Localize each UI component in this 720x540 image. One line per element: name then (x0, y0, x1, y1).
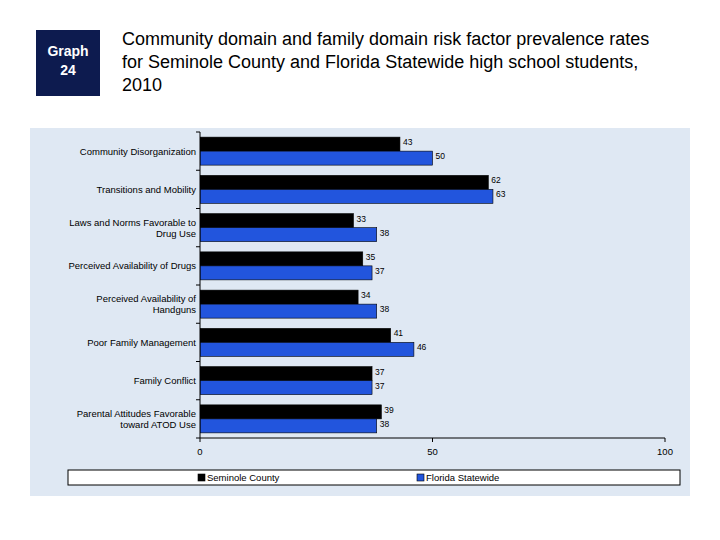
data-label: 63 (496, 189, 506, 199)
title: Community domain and family domain risk … (122, 29, 649, 95)
category-tick (196, 132, 200, 133)
data-label: 41 (394, 328, 404, 338)
data-label: 38 (380, 228, 390, 238)
category-label: Perceived Availability of Drugs (68, 260, 196, 271)
category-label: Laws and Norms Favorable toDrug Use (69, 217, 196, 239)
chart: Graph24 Community domain and family domai… (0, 0, 720, 540)
data-label: 35 (366, 252, 376, 262)
category-tick (196, 361, 200, 362)
category-label: Transitions and Mobility (97, 184, 197, 195)
x-tick (432, 438, 433, 442)
bar (200, 419, 377, 433)
bar (200, 228, 377, 242)
bar (200, 252, 363, 266)
x-tick-label: 0 (197, 446, 202, 457)
panel (30, 128, 690, 496)
category-label: Family Conflict (134, 375, 197, 386)
labels: 43 50 Community Disorganization 62 63 Transit… (68, 137, 505, 430)
bar (200, 367, 372, 381)
data-label: 33 (356, 214, 366, 224)
bar (200, 175, 488, 189)
x-tick-label: 50 (427, 446, 438, 457)
data-label: 39 (384, 405, 394, 415)
bar (200, 405, 381, 419)
bars (200, 137, 493, 433)
data-label: 37 (375, 381, 385, 391)
legend-label: Seminole County (207, 472, 280, 483)
data-label: 43 (403, 137, 413, 147)
bar (200, 342, 414, 356)
category-tick (196, 323, 200, 324)
category-tick (196, 246, 200, 247)
data-label: 34 (361, 290, 371, 300)
graph-number: Graph24 (47, 43, 88, 78)
bar (200, 189, 493, 203)
legend-label: Florida Statewide (426, 472, 499, 483)
category-tick (196, 285, 200, 286)
bar (200, 214, 353, 228)
bar (200, 151, 433, 165)
legend-swatch (198, 474, 205, 481)
category-tick (196, 208, 200, 209)
x-tick (200, 438, 201, 442)
data-label: 50 (436, 151, 446, 161)
category-label: Community Disorganization (80, 146, 196, 157)
bar (200, 381, 372, 395)
bar (200, 290, 358, 304)
category-tick (196, 438, 200, 439)
category-label: Parental Attitudes Favorabletoward ATOD … (77, 408, 196, 430)
category-tick (196, 399, 200, 400)
data-label: 38 (380, 304, 390, 314)
bar (200, 266, 372, 280)
graph-box (36, 30, 100, 96)
category-tick (196, 170, 200, 171)
legend-swatch (417, 474, 424, 481)
bar (200, 304, 377, 318)
bar (200, 137, 400, 151)
data-label: 37 (375, 367, 385, 377)
legend-box (68, 470, 680, 485)
legend: Seminole County Florida Statewide (68, 470, 680, 485)
data-label: 37 (375, 266, 385, 276)
x-tick-label: 100 (657, 446, 673, 457)
data-label: 46 (417, 342, 427, 352)
category-label: Poor Family Management (87, 337, 196, 348)
category-label: Perceived Availability ofHandguns (96, 293, 196, 315)
data-label: 38 (380, 419, 390, 429)
bar (200, 328, 391, 342)
x-tick (665, 438, 666, 442)
data-label: 62 (491, 175, 501, 185)
